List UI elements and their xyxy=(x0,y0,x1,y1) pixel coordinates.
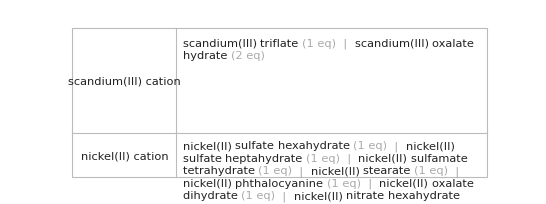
Text: nickel(II): nickel(II) xyxy=(294,191,346,200)
Text: sulfamate: sulfamate xyxy=(411,153,471,163)
Text: hexahydrate: hexahydrate xyxy=(277,141,353,151)
Text: |: | xyxy=(360,178,379,188)
Text: |: | xyxy=(292,166,311,176)
Text: |: | xyxy=(275,191,294,201)
Text: nickel(II): nickel(II) xyxy=(406,141,458,151)
Text: (1 eq): (1 eq) xyxy=(353,141,387,151)
Text: dihydrate: dihydrate xyxy=(182,191,241,200)
Text: sulfate: sulfate xyxy=(235,141,277,151)
Text: heptahydrate: heptahydrate xyxy=(225,153,306,163)
Text: nickel(II): nickel(II) xyxy=(405,203,457,204)
Text: |: | xyxy=(340,153,358,164)
Text: (1 eq): (1 eq) xyxy=(241,191,275,200)
Text: |: | xyxy=(448,166,467,176)
Text: (1 eq): (1 eq) xyxy=(327,178,360,188)
Text: stearate: stearate xyxy=(363,166,414,176)
Text: tetrahydrate: tetrahydrate xyxy=(182,166,258,176)
Text: nickel(II): nickel(II) xyxy=(311,166,363,176)
Text: oxalate: oxalate xyxy=(432,39,478,49)
Text: (1 eq): (1 eq) xyxy=(302,39,336,49)
Text: triflate: triflate xyxy=(260,39,302,49)
Text: (1 eq): (1 eq) xyxy=(258,166,292,176)
Text: scandium(III) cation: scandium(III) cation xyxy=(68,76,181,86)
Text: (2 eq): (2 eq) xyxy=(230,51,264,61)
Text: |: | xyxy=(387,141,406,151)
Text: hydrate: hydrate xyxy=(182,51,230,61)
Text: (1 eq): (1 eq) xyxy=(414,166,448,176)
Text: nickel(II) cation: nickel(II) cation xyxy=(80,150,168,160)
Text: |: | xyxy=(336,39,354,49)
Text: nickel(II): nickel(II) xyxy=(235,203,288,204)
Text: |: | xyxy=(217,203,235,204)
Text: nickel(II): nickel(II) xyxy=(379,178,432,188)
Text: scandium(III): scandium(III) xyxy=(354,39,432,49)
Text: phthalocyanine: phthalocyanine xyxy=(235,178,327,188)
Text: scandium(III): scandium(III) xyxy=(182,39,260,49)
Text: oxalate: oxalate xyxy=(432,178,477,188)
Text: molybdate: molybdate xyxy=(288,203,352,204)
Text: hexahydrate: hexahydrate xyxy=(388,191,464,200)
Text: sulfate: sulfate xyxy=(182,153,225,163)
Text: (1 eq): (1 eq) xyxy=(306,153,340,163)
Text: (1 eq): (1 eq) xyxy=(352,203,386,204)
Text: nickel(II): nickel(II) xyxy=(358,153,411,163)
Text: nickel(II): nickel(II) xyxy=(182,178,235,188)
Text: nickel(II): nickel(II) xyxy=(182,141,235,151)
Text: (1 eq): (1 eq) xyxy=(182,203,217,204)
Text: |: | xyxy=(386,203,405,204)
Text: nitrate: nitrate xyxy=(346,191,388,200)
